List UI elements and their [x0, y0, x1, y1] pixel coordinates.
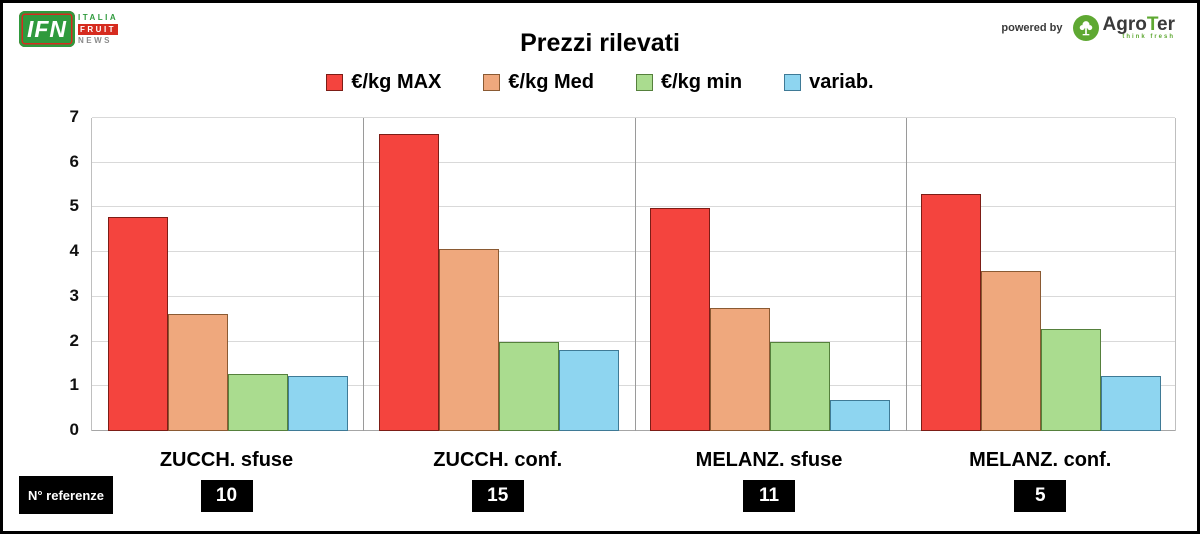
bar-melanz-sfuse--kg-min [770, 342, 830, 431]
y-tick-label-3: 3 [69, 285, 79, 305]
legend-label-4: variab. [809, 71, 874, 93]
agroter-tree-icon [1072, 15, 1099, 41]
y-tick-label-5: 5 [69, 196, 79, 216]
bar-zucch-conf---kg-max [378, 134, 439, 431]
ifn-logo-text: IFN [26, 15, 68, 42]
gridline-1 [92, 385, 1175, 387]
legend-label-2: €/kg Med [508, 71, 594, 93]
agroter-tagline: think fresh [1122, 34, 1175, 40]
bar-melanz-sfuse--kg-med [710, 307, 770, 431]
chart-title: Prezzi rilevati [520, 29, 680, 57]
ifn-italia-text: ITALIA [78, 13, 119, 22]
plot-area [91, 117, 1176, 431]
gridline-6 [92, 161, 1175, 163]
agroter-logo: AgroTer think fresh [1072, 14, 1176, 41]
bar-zucch-sfuse-variab- [287, 376, 348, 431]
powered-by-label: powered by [1001, 22, 1063, 34]
ifn-news-text: NEWS [78, 36, 112, 45]
gridline-0 [92, 430, 1175, 431]
bar-zucch-conf---kg-min [498, 342, 559, 431]
ifn-logo-wordmark: ITALIA FRUIT NEWS [78, 11, 119, 47]
y-tick-label-7: 7 [69, 107, 79, 126]
gridline-5 [92, 206, 1175, 208]
legend-swatch-1 [326, 74, 344, 91]
bar-zucch-conf--variab- [558, 350, 619, 431]
chart-legend: €/kg MAX €/kg Med €/kg min variab. [3, 71, 1197, 94]
y-tick-label-4: 4 [69, 241, 79, 261]
referenze-count-1: 10 [200, 480, 253, 512]
legend-item-3: €/kg min [635, 71, 743, 94]
y-tick-label-0: 0 [69, 420, 79, 439]
bar-zucch-sfuse--kg-max [107, 216, 168, 431]
legend-item-2: €/kg Med [483, 71, 594, 94]
bar-melanz-conf---kg-med [981, 270, 1042, 431]
legend-swatch-2 [483, 74, 501, 91]
legend-label-3: €/kg min [660, 71, 743, 93]
ifn-logo-icon: IFN [19, 11, 75, 47]
bar-zucch-sfuse--kg-med [167, 313, 228, 431]
bar-melanz-sfuse--kg-max [650, 207, 710, 431]
category-label-4: MELANZ. conf. [969, 449, 1112, 471]
legend-swatch-4 [784, 74, 802, 91]
agroter-wordmark: AgroTer [1102, 14, 1176, 35]
category-label-3: MELANZ. sfuse [695, 449, 843, 471]
y-tick-label-2: 2 [69, 330, 79, 350]
legend-item-4: variab. [784, 71, 874, 94]
legend-swatch-3 [635, 74, 653, 91]
ifn-logo: IFN ITALIA FRUIT NEWS [19, 11, 119, 47]
y-tick-label-6: 6 [69, 151, 79, 171]
gridline-4 [92, 251, 1175, 253]
legend-label-1: €/kg MAX [351, 71, 442, 93]
bar-zucch-conf---kg-med [438, 248, 499, 431]
y-tick-label-1: 1 [69, 375, 79, 395]
referenze-count-4: 5 [1014, 480, 1067, 512]
legend-item-1: €/kg MAX [326, 71, 441, 94]
bar-melanz-conf---kg-min [1041, 329, 1102, 431]
panel-separator-2 [634, 118, 636, 431]
panel-separator-3 [905, 118, 907, 431]
gridline-2 [92, 340, 1175, 342]
gridline-3 [92, 295, 1175, 297]
bar-zucch-sfuse--kg-min [227, 373, 288, 431]
n-referenze-box: N° referenze [19, 476, 113, 514]
referenze-count-2: 15 [471, 480, 524, 512]
referenze-count-3: 11 [743, 480, 795, 512]
panel-separator-1 [363, 118, 365, 431]
bar-melanz-conf--variab- [1101, 376, 1162, 431]
bar-melanz-conf---kg-max [921, 194, 982, 431]
category-label-1: ZUCCH. sfuse [159, 449, 294, 471]
category-label-2: ZUCCH. conf. [433, 449, 563, 471]
bar-melanz-sfuse-variab- [830, 400, 890, 431]
ifn-fruit-text: FRUIT [78, 23, 119, 35]
gridline-7 [92, 117, 1175, 118]
powered-by-block: powered by AgroTer think fresh [1001, 15, 1175, 41]
